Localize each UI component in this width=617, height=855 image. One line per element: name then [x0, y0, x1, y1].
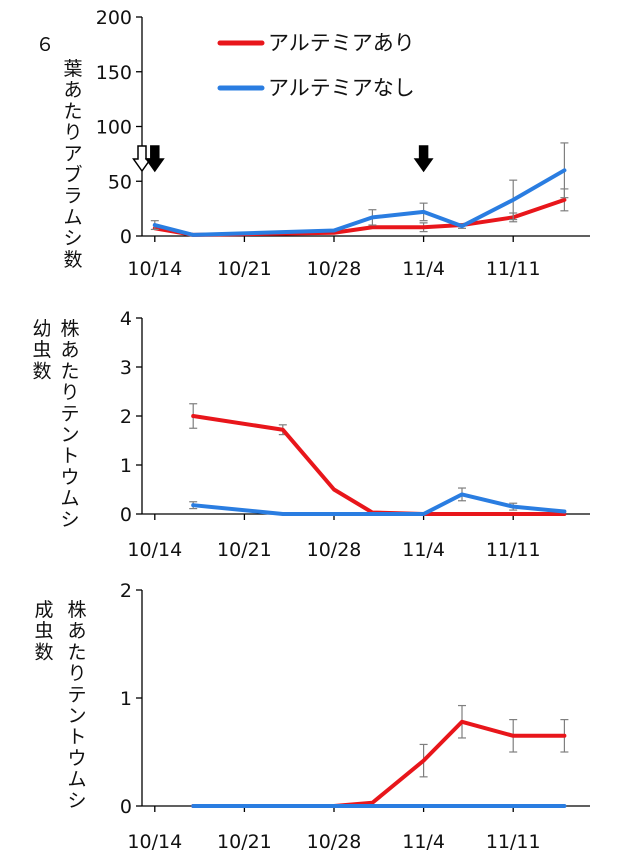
release-arrow-filled-icon	[413, 145, 434, 173]
x-tick-label: 11/4	[402, 831, 445, 853]
aphid-panel: 0 50 100 150 200 10/14 10/21 10/28 11/4 11/11 ６ 葉あた…	[35, 7, 590, 280]
x-tick-label: 11/11	[486, 831, 541, 853]
x-tick-label: 10/28	[307, 539, 362, 561]
y-tick-label: 4	[120, 308, 132, 330]
y-axis-label: 成虫数	[34, 599, 53, 663]
x-tick-label: 10/21	[217, 831, 272, 853]
y-tick-label: 0	[120, 226, 132, 248]
x-tick-label: 11/4	[402, 539, 445, 561]
y-tick-label: 200	[96, 7, 132, 29]
series-line-with	[191, 719, 567, 808]
legend-label-with: アルテミアあり	[268, 31, 415, 55]
x-tick-label: 10/21	[217, 258, 272, 280]
release-arrow-open-icon	[132, 145, 152, 173]
y-axis-label: 幼虫数	[32, 318, 51, 382]
y-tick-label: 1	[120, 455, 132, 477]
x-tick-label: 10/14	[127, 258, 182, 280]
y-axis-label: 株あたりテントウムシ	[67, 599, 86, 812]
series-line-without	[191, 492, 567, 516]
series-line-without	[152, 168, 567, 237]
x-tick-label: 10/14	[127, 831, 182, 853]
x-tick-label: 11/11	[486, 539, 541, 561]
y-axis-label: 株あたりテントウムシ	[60, 318, 79, 531]
x-tick-label: 10/14	[127, 539, 182, 561]
y-tick-label: 100	[96, 117, 132, 139]
y-tick-label: 1	[120, 688, 132, 710]
y-axis-label: ６	[35, 34, 54, 56]
x-tick-label: 10/21	[217, 539, 272, 561]
x-tick-label: 10/28	[307, 258, 362, 280]
legend-label-without: アルテミアなし	[268, 76, 415, 100]
legend: アルテミアあり アルテミアなし	[217, 31, 415, 100]
x-tick-label: 11/4	[402, 258, 445, 280]
y-tick-label: 0	[120, 504, 132, 526]
x-tick-label: 10/28	[307, 831, 362, 853]
y-tick-label: 0	[120, 796, 132, 818]
y-axis-label: 葉あたりアブラムシ数	[63, 58, 82, 271]
larvae-panel: 0 1 2 3 4 10/14 10/21 10/28 11/4 11/11 株あたりテントウムシ幼…	[32, 308, 590, 561]
series-line-with	[191, 414, 567, 516]
y-tick-label: 2	[120, 580, 132, 602]
y-tick-label: 2	[120, 406, 132, 428]
x-tick-label: 11/11	[486, 258, 541, 280]
y-tick-label: 50	[108, 171, 132, 193]
release-arrow-filled-icon	[144, 145, 165, 173]
y-tick-label: 3	[120, 357, 132, 379]
y-tick-label: 150	[96, 62, 132, 84]
